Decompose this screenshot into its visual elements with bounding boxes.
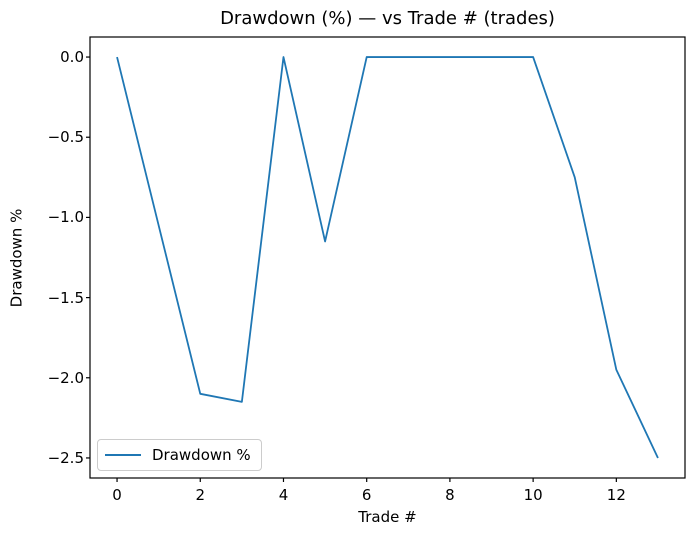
plot-spines bbox=[89, 36, 686, 479]
chart-title: Drawdown (%) — vs Trade # (trades) bbox=[220, 8, 555, 29]
legend-line-swatch bbox=[105, 454, 141, 456]
y-axis-label-box: Drawdown % bbox=[0, 37, 32, 478]
x-axis-label: Trade # bbox=[358, 508, 417, 526]
legend: Drawdown % bbox=[97, 439, 262, 471]
legend-label: Drawdown % bbox=[152, 446, 251, 464]
drawdown-series-line bbox=[116, 56, 659, 459]
y-axis-label: Drawdown % bbox=[7, 208, 26, 307]
